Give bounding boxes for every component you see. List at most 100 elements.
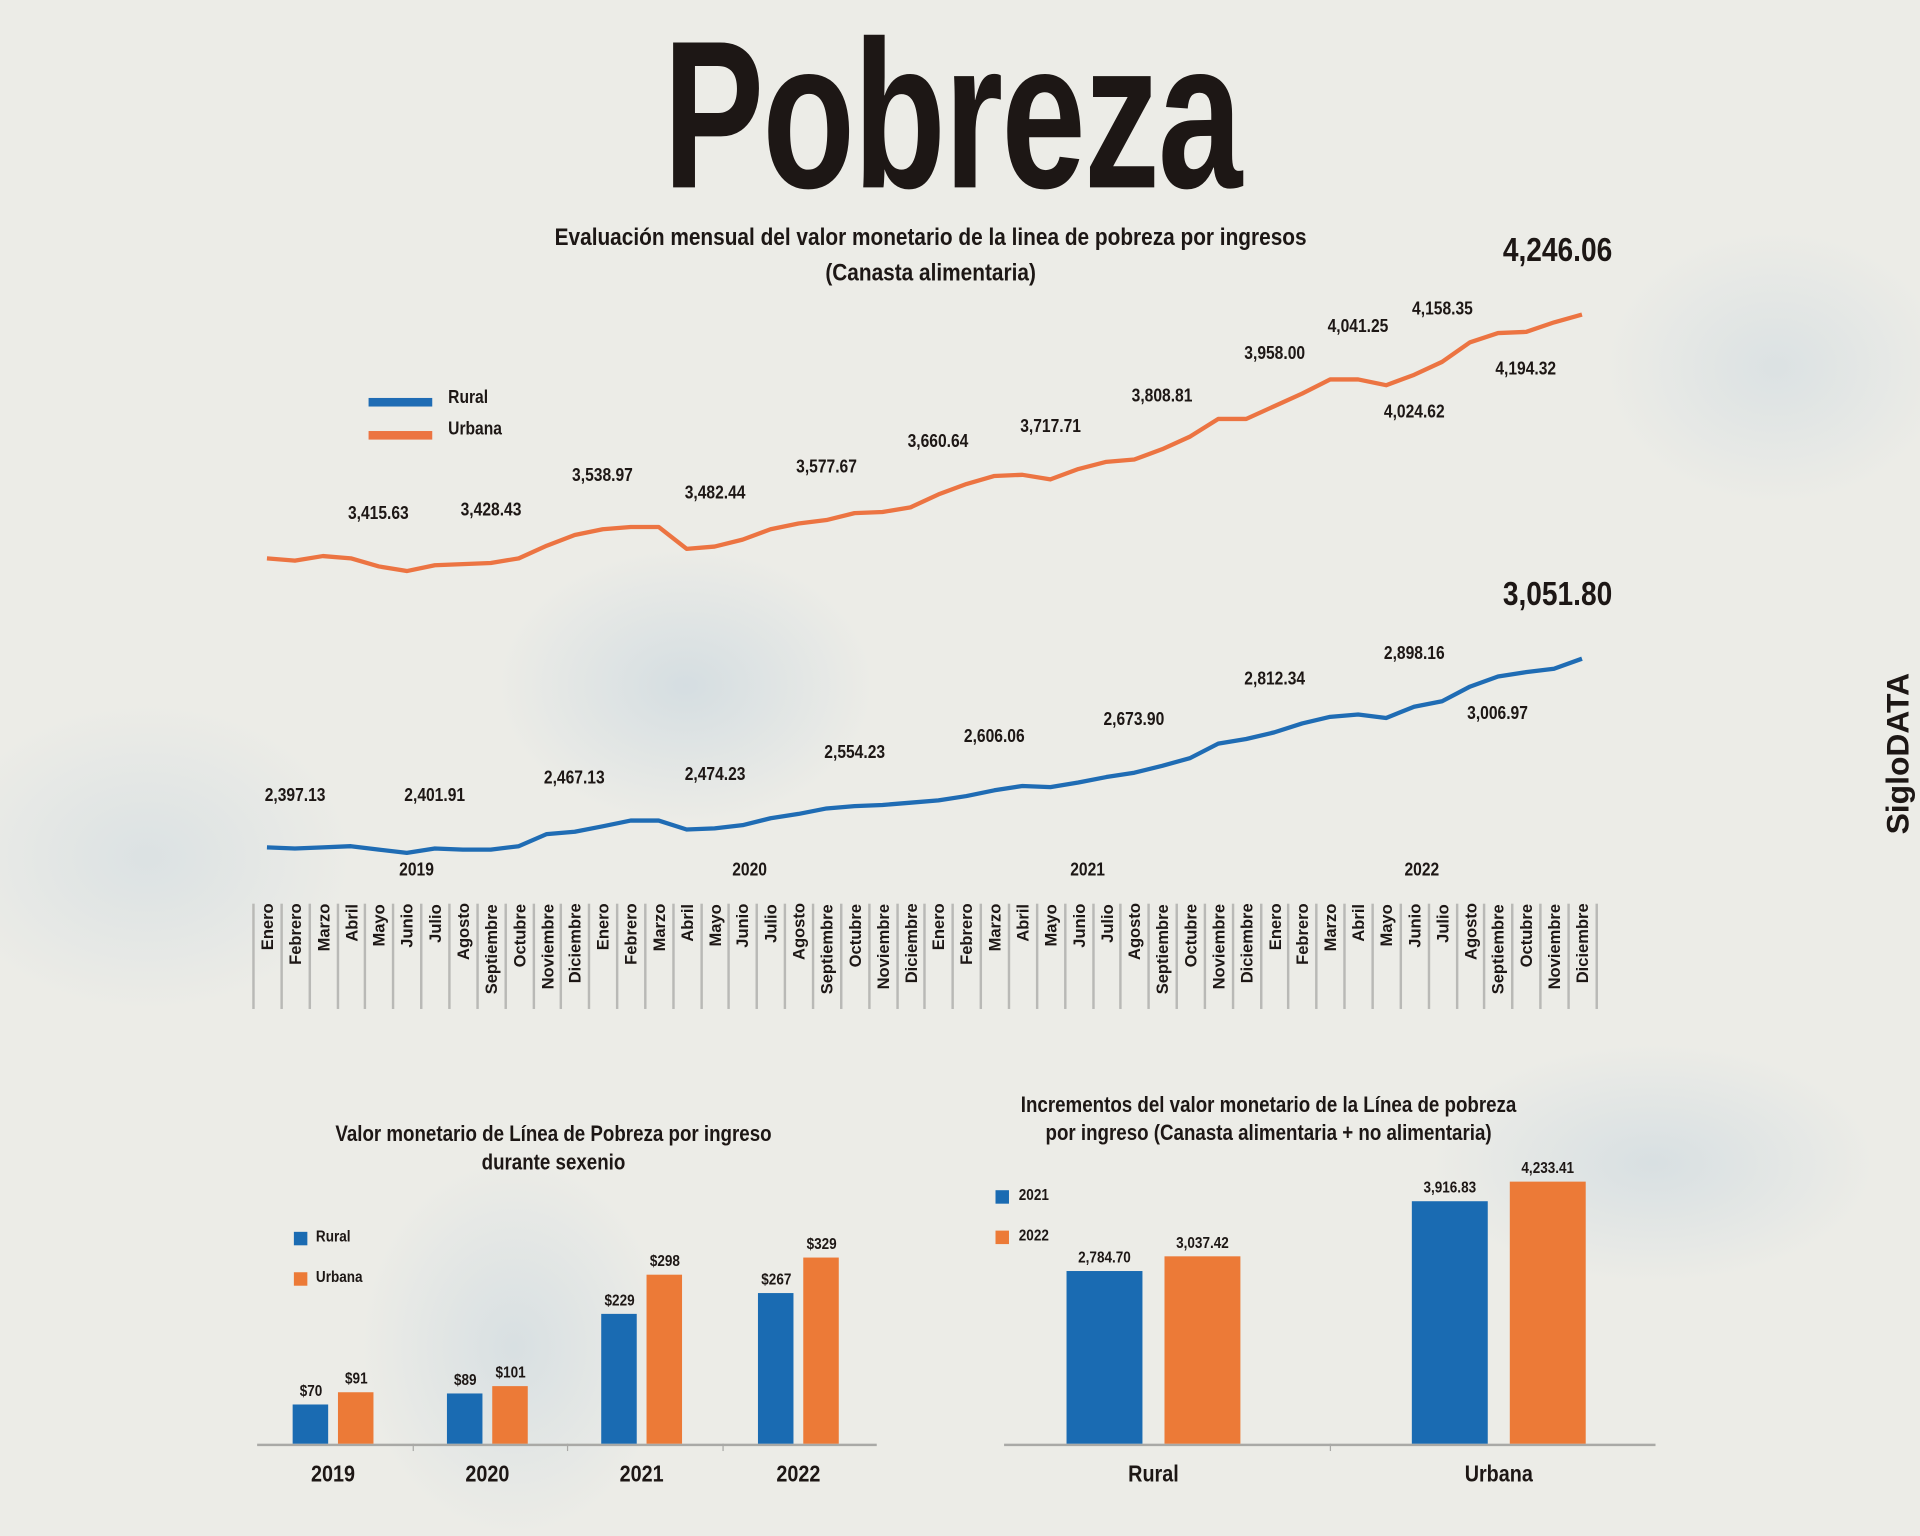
month-tick-label: Octubre — [1517, 903, 1536, 968]
bar1-legend-swatch-urbana — [293, 1272, 308, 1286]
category-label: Urbana — [1464, 1462, 1533, 1488]
category-label: 2022 — [776, 1462, 821, 1488]
month-tick-label: Marzo — [650, 903, 669, 952]
month-gridline — [1427, 903, 1430, 1009]
bar-value-label: 4,233.41 — [1521, 1158, 1575, 1177]
bar2-legend-label-2021: 2021 — [1018, 1185, 1049, 1204]
month-tick-label: Septiembre — [1489, 903, 1508, 994]
month-gridline — [1259, 903, 1262, 1009]
data-label: 2,397.13 — [264, 784, 326, 806]
year-label-2021: 2021 — [1070, 859, 1105, 881]
month-tick-label: Mayo — [706, 903, 725, 946]
data-label: 4,158.35 — [1411, 298, 1473, 319]
bar-urbana — [492, 1386, 528, 1444]
data-label: 2,467.13 — [544, 768, 606, 789]
month-gridline — [1483, 903, 1486, 1009]
month-tick-label: Junio — [734, 903, 753, 948]
bar-chart-2-title: Incrementos del valor monetario de la Lí… — [956, 1091, 1580, 1147]
month-gridline — [1091, 903, 1095, 1009]
month-tick-label: Febrero — [1293, 903, 1312, 966]
month-tick-label: Abril — [1013, 903, 1033, 942]
month-gridline — [1119, 903, 1123, 1009]
bar2-legend-label-2022: 2022 — [1018, 1225, 1049, 1245]
data-label: 3,415.63 — [348, 502, 410, 524]
month-tick-label: Enero — [258, 903, 277, 951]
month-tick-label: Septiembre — [817, 903, 837, 994]
category-label: 2021 — [619, 1462, 664, 1488]
bar-2022 — [1164, 1255, 1241, 1444]
month-tick-label: Noviembre — [1545, 903, 1564, 990]
data-label: 4,194.32 — [1495, 358, 1557, 380]
bar2-legend-swatch-2021 — [995, 1190, 1009, 1204]
month-gridline — [895, 903, 899, 1009]
bar-value-label: $229 — [603, 1290, 635, 1310]
month-tick-label: Diciembre — [1237, 903, 1257, 984]
data-label: 3,538.97 — [572, 465, 634, 487]
data-label: 3,577.67 — [796, 456, 857, 478]
bar-value-label: $89 — [453, 1370, 476, 1389]
bar-chart-2-title-main: Incrementos del valor monetario de la Lí… — [1020, 1092, 1517, 1117]
month-tick-label: Septiembre — [482, 903, 501, 994]
month-tick-label: Noviembre — [873, 903, 893, 990]
data-label: 3,808.81 — [1131, 385, 1193, 407]
month-tick-label: Febrero — [622, 903, 641, 966]
month-gridline — [1567, 903, 1570, 1009]
month-gridline — [1343, 903, 1346, 1009]
bar-urbana — [646, 1275, 683, 1444]
legend-swatch-rural — [368, 397, 433, 407]
legend-swatch-urbana — [368, 431, 433, 440]
line-series-rural — [266, 656, 1583, 855]
month-tick-label: Febrero — [957, 903, 977, 966]
year-label-2020: 2020 — [732, 859, 767, 881]
month-tick-label: Mayo — [1377, 903, 1396, 946]
month-tick-label: Junio — [1069, 903, 1089, 948]
month-tick-label: Abril — [1349, 903, 1368, 942]
x-axis-tick — [721, 1443, 724, 1452]
month-gridline — [951, 903, 955, 1009]
month-gridline — [532, 903, 535, 1009]
month-gridline — [252, 903, 255, 1009]
line-series-urbana — [266, 312, 1583, 574]
month-gridline — [448, 903, 451, 1009]
month-gridline — [1231, 903, 1234, 1009]
bar-value-label: $329 — [805, 1234, 837, 1253]
month-tick-label: Noviembre — [1209, 903, 1229, 990]
month-gridline — [1175, 903, 1179, 1009]
bar-value-label: $101 — [494, 1363, 526, 1382]
legend-label-urbana: Urbana — [448, 418, 502, 440]
month-tick-label: Abril — [342, 903, 361, 942]
month-gridline — [867, 903, 871, 1009]
bar-2021 — [1066, 1271, 1143, 1444]
category-label: 2019 — [311, 1462, 356, 1488]
data-label: 3,717.71 — [1019, 415, 1081, 437]
month-gridline — [1371, 903, 1374, 1009]
month-gridline — [811, 903, 815, 1009]
month-tick-label: Mayo — [370, 903, 389, 946]
month-gridline — [615, 903, 619, 1009]
month-gridline — [1455, 903, 1458, 1009]
line-chart-subtitle: (Canasta alimentaria) — [825, 259, 1036, 287]
bar2-legend-swatch-2022 — [995, 1230, 1009, 1245]
line-chart-title-main: Evaluación mensual del valor monetario d… — [554, 224, 1307, 252]
data-label: 2,401.91 — [404, 784, 466, 806]
month-tick-label: Diciembre — [566, 903, 585, 984]
month-gridline — [643, 903, 647, 1009]
bar-chart-2-subtitle: por ingreso (Canasta alimentaria + no al… — [1045, 1120, 1492, 1145]
bar-urbana — [337, 1392, 374, 1444]
month-gridline — [839, 903, 843, 1009]
month-tick-label: Enero — [594, 903, 613, 951]
month-gridline — [560, 903, 563, 1009]
month-gridline — [280, 903, 283, 1009]
month-tick-label: Agosto — [789, 903, 809, 961]
month-gridline — [364, 903, 367, 1009]
month-gridline — [336, 903, 339, 1009]
bar-rural — [446, 1393, 483, 1444]
month-tick-label: Octubre — [510, 903, 529, 968]
bar-chart-1-subtitle: durante sexenio — [481, 1149, 626, 1175]
bar-value-label: 3,037.42 — [1176, 1232, 1229, 1251]
bar-value-label: $267 — [760, 1269, 791, 1288]
month-gridline — [1063, 903, 1067, 1009]
month-tick-label: Octubre — [1181, 903, 1201, 968]
line-chart-title: Evaluación mensual del valor monetario d… — [410, 220, 1451, 291]
